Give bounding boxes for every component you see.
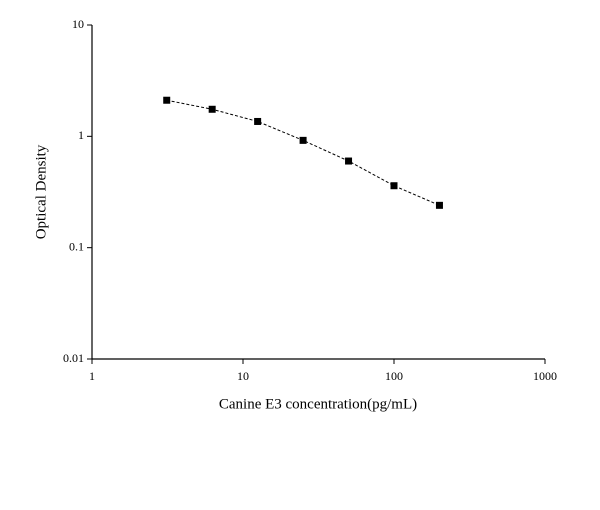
data-point — [208, 105, 216, 113]
x-tick-label: 100 — [385, 369, 403, 383]
data-point — [163, 96, 171, 104]
x-axis-title: Canine E3 concentration(pg/mL) — [219, 396, 417, 412]
data-line — [166, 99, 440, 206]
data-point — [435, 201, 443, 209]
y-tick-label: 0.1 — [69, 239, 84, 253]
data-point — [345, 157, 353, 165]
y-tick-label: 0.01 — [63, 351, 84, 365]
data-point — [299, 136, 307, 144]
y-tick-label: 10 — [72, 17, 84, 31]
x-tick-label: 1 — [89, 369, 95, 383]
data-point — [254, 117, 262, 125]
x-tick-label: 1000 — [533, 369, 557, 383]
y-tick-label: 1 — [78, 128, 84, 142]
data-point — [390, 182, 398, 190]
x-tick-label: 10 — [237, 369, 249, 383]
y-axis-title: Optical Density — [33, 144, 49, 239]
